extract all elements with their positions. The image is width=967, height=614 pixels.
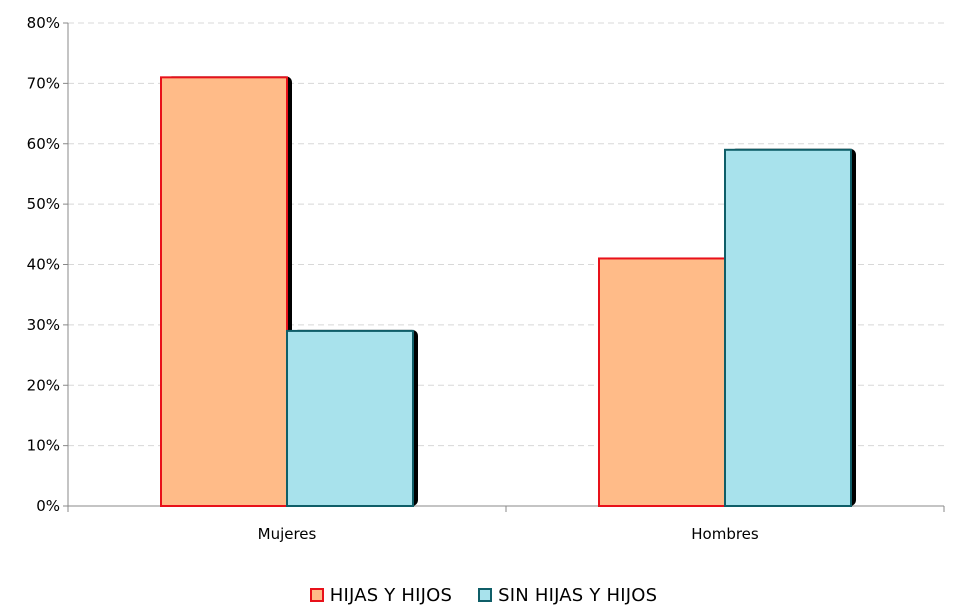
legend-swatch-hijas-y-hijos [309,588,324,602]
y-tick-label: 80% [27,14,60,32]
legend-label-hijas-y-hijos: HIJAS Y HIJOS [329,584,453,606]
y-tick-label: 10% [27,437,60,455]
y-tick-label: 70% [27,74,60,92]
y-tick-label: 30% [27,316,60,334]
bar [286,329,414,507]
bar [160,76,288,508]
y-tick-label: 50% [27,195,60,213]
axis-labels: 0% 10% 20% 30% 40% 50% 60% 70% 80% Mujeres Hombres [27,14,759,543]
legend-item-hijas-y-hijos: HIJAS Y HIJOS [309,584,453,606]
x-category-label: Hombres [691,525,759,543]
bar [598,257,726,507]
legend: HIJAS Y HIJOS SIN HIJAS Y HIJOS [0,582,967,608]
bar-chart: 0% 10% 20% 30% 40% 50% 60% 70% 80% Mujeres Hombres [27,14,945,543]
bar [724,148,852,507]
legend-swatch-sin-hijas-y-hijos [478,588,493,602]
legend-item-sin-hijas-y-hijos: SIN HIJAS Y HIJOS [478,585,657,606]
bars [160,76,856,508]
y-tick-label: 0% [36,497,60,515]
y-tick-label: 40% [27,256,60,274]
y-tick-label: 20% [27,376,60,394]
x-category-label: Mujeres [258,525,317,543]
legend-label-sin-hijas-y-hijos: SIN HIJAS Y HIJOS [498,584,658,606]
y-tick-label: 60% [27,135,60,153]
